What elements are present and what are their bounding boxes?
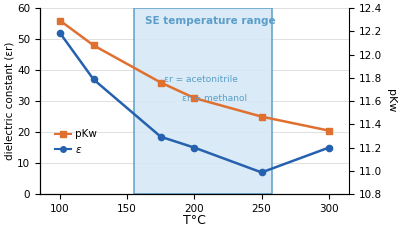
Text: εr = methanol: εr = methanol bbox=[182, 94, 247, 103]
Line: $\varepsilon$: $\varepsilon$ bbox=[57, 30, 332, 176]
X-axis label: T°C: T°C bbox=[183, 214, 206, 227]
pKw bbox=[58, 19, 62, 22]
Text: εr = acetonitrile: εr = acetonitrile bbox=[164, 75, 238, 84]
$\varepsilon$ bbox=[326, 146, 331, 149]
$\varepsilon$ bbox=[158, 135, 163, 138]
Bar bbox=[134, 8, 272, 194]
Legend: pKw, $\varepsilon$: pKw, $\varepsilon$ bbox=[51, 125, 101, 159]
$\varepsilon$ bbox=[91, 78, 96, 81]
pKw bbox=[158, 81, 163, 84]
$\varepsilon$ bbox=[192, 146, 197, 149]
Y-axis label: dielectric constant (εr): dielectric constant (εr) bbox=[4, 42, 14, 160]
$\varepsilon$ bbox=[58, 32, 62, 34]
pKw bbox=[192, 97, 197, 99]
Text: SE temperature range: SE temperature range bbox=[144, 16, 275, 26]
pKw bbox=[91, 44, 96, 47]
pKw bbox=[259, 115, 264, 118]
pKw bbox=[326, 129, 331, 132]
Line: pKw: pKw bbox=[57, 17, 332, 134]
Y-axis label: pKw: pKw bbox=[386, 89, 396, 113]
$\varepsilon$ bbox=[259, 171, 264, 174]
